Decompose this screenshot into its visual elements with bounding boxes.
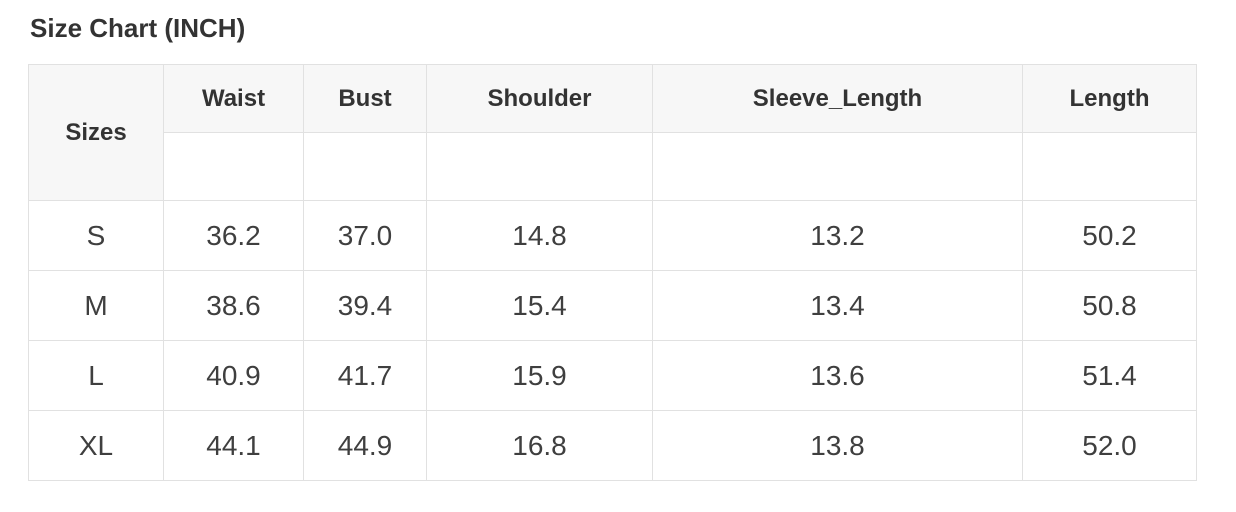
column-header: Shoulder bbox=[426, 64, 653, 133]
measurement-value: 15.9 bbox=[426, 340, 653, 411]
table-row: XL 44.1 44.9 16.8 13.8 52.0 bbox=[28, 410, 1197, 481]
measurement-value: 51.4 bbox=[1022, 340, 1197, 411]
table-row: S 36.2 37.0 14.8 13.2 50.2 bbox=[28, 200, 1197, 271]
measurement-value: 40.9 bbox=[163, 340, 304, 411]
measurement-value: 16.8 bbox=[426, 410, 653, 481]
measurement-value: 50.2 bbox=[1022, 200, 1197, 271]
column-header: Waist bbox=[163, 64, 304, 133]
corner-header-sizes: Sizes bbox=[28, 64, 164, 201]
table-row: L 40.9 41.7 15.9 13.6 51.4 bbox=[28, 340, 1197, 411]
size-chart-table: Sizes Waist Bust Shoulder Sleeve_Length Leng… bbox=[28, 64, 1197, 481]
size-label: L bbox=[28, 340, 164, 411]
measurement-value: 13.6 bbox=[652, 340, 1023, 411]
measurement-value: 13.4 bbox=[652, 270, 1023, 341]
size-label: M bbox=[28, 270, 164, 341]
measurement-value: 38.6 bbox=[163, 270, 304, 341]
column-header: Bust bbox=[303, 64, 427, 133]
subheader-cell bbox=[303, 132, 427, 201]
subheader-cell bbox=[163, 132, 304, 201]
measurement-value: 36.2 bbox=[163, 200, 304, 271]
subheader-cell bbox=[1022, 132, 1197, 201]
measurement-value: 44.9 bbox=[303, 410, 427, 481]
measurement-value: 50.8 bbox=[1022, 270, 1197, 341]
measurement-value: 44.1 bbox=[163, 410, 304, 481]
measurement-value: 15.4 bbox=[426, 270, 653, 341]
size-label: XL bbox=[28, 410, 164, 481]
measurement-value: 13.8 bbox=[652, 410, 1023, 481]
page-title: Size Chart (INCH) bbox=[30, 13, 246, 43]
measurement-value: 52.0 bbox=[1022, 410, 1197, 481]
measurement-value: 41.7 bbox=[303, 340, 427, 411]
measurement-value: 39.4 bbox=[303, 270, 427, 341]
header-row: Sizes Waist Bust Shoulder Sleeve_Length Leng… bbox=[28, 64, 1197, 201]
size-label: S bbox=[28, 200, 164, 271]
measurement-value: 14.8 bbox=[426, 200, 653, 271]
measurement-value: 13.2 bbox=[652, 200, 1023, 271]
column-header: Length bbox=[1022, 64, 1197, 133]
table-row: M 38.6 39.4 15.4 13.4 50.8 bbox=[28, 270, 1197, 341]
subheader-row bbox=[29, 132, 1197, 201]
subheader-cell bbox=[652, 132, 1023, 201]
subheader-cell bbox=[426, 132, 653, 201]
column-header: Sleeve_Length bbox=[652, 64, 1023, 133]
measurement-value: 37.0 bbox=[303, 200, 427, 271]
